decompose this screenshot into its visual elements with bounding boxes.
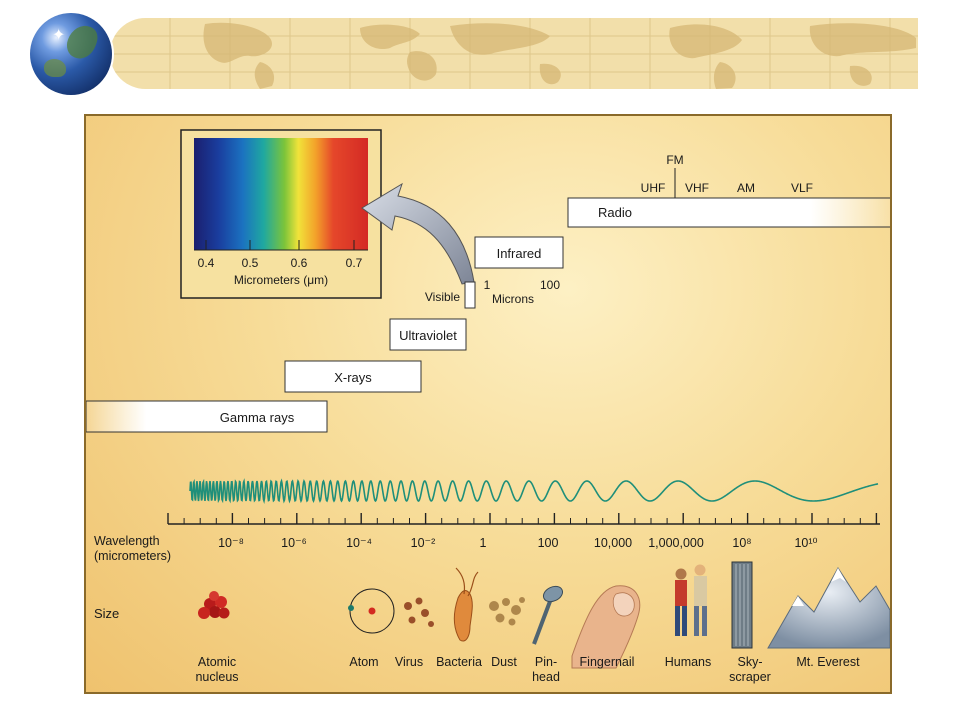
fingernail-icon (571, 585, 641, 669)
visible-spectrum-inset: 0.4 0.5 0.6 0.7 Micrometers (μm) (180, 129, 382, 299)
wavelength-tick-label: 100 (538, 536, 559, 550)
ultraviolet-label: Ultraviolet (399, 328, 457, 343)
am-label: AM (737, 181, 755, 195)
uhf-label: UHF (641, 181, 666, 195)
inset-tick-label: 0.6 (291, 256, 308, 270)
globe-logo: ✦ (30, 13, 112, 95)
microns-label: Microns (492, 292, 534, 306)
size-label-humans: Humans (665, 655, 712, 669)
spectrum-diagram: 0.4 0.5 0.6 0.7 Micrometers (μm) FM UHF … (86, 129, 890, 684)
wavelength-tick-label: 10⁸ (732, 536, 751, 550)
ultraviolet-band: Ultraviolet (389, 318, 467, 351)
microns-tick-1: 1 (484, 278, 491, 292)
visible-label: Visible (425, 290, 460, 304)
size-label-virus: Virus (395, 655, 423, 669)
inset-axis-label: Micrometers (μm) (234, 273, 328, 287)
pinhead-icon (532, 585, 564, 645)
virus-icon (404, 597, 434, 627)
size-label-atom: Atom (349, 655, 378, 669)
size-label-atomic: Atomic (198, 655, 236, 669)
radio-band: FM UHF VHF AM VLF Radio (567, 153, 890, 228)
radio-label: Radio (598, 205, 632, 220)
wavelength-tick-label: 10⁻⁴ (346, 536, 372, 550)
size-label-bacteria: Bacteria (436, 655, 482, 669)
infrared-label: Infrared (497, 246, 542, 261)
wavelength-tick-label: 10¹⁰ (794, 536, 817, 550)
atomic-nucleus-icon (198, 591, 230, 619)
microns-tick-100: 100 (540, 278, 560, 292)
size-label-mt-everest: Mt. Everest (796, 655, 860, 669)
xrays-band: X-rays (284, 360, 422, 393)
header-banner (110, 18, 918, 89)
fm-label: FM (666, 153, 683, 167)
size-label-sky: Sky- (738, 655, 763, 669)
size-label-nucleus: nucleus (195, 670, 238, 684)
gamma-rays-band: Gamma rays (86, 400, 328, 433)
humans-icon (675, 564, 707, 636)
inset-tick-label: 0.4 (198, 256, 215, 270)
world-map-pattern (110, 18, 918, 89)
wavelength-label: Wavelength (94, 534, 160, 548)
dust-icon (489, 597, 525, 626)
mt-everest-icon (767, 567, 890, 649)
atom-icon (348, 588, 395, 634)
magnify-arrow-icon (361, 182, 475, 285)
wavelength-tick-label: 10⁻⁸ (218, 536, 244, 550)
visible-band: Visible (425, 281, 476, 309)
size-label-pin: Pin- (535, 655, 557, 669)
vlf-label: VLF (791, 181, 813, 195)
wavelength-tick-label: 10⁻² (411, 536, 436, 550)
sparkle-icon: ✦ (52, 27, 66, 44)
wavelength-unit-label: (micrometers) (94, 549, 171, 563)
size-label-head: head (532, 670, 560, 684)
infrared-band: Infrared 1 100 Microns (474, 236, 564, 306)
xrays-label: X-rays (334, 370, 372, 385)
wavelength-tick-label: 1,000,000 (648, 536, 704, 550)
size-label-scraper: scraper (729, 670, 771, 684)
size-label-dust: Dust (491, 655, 517, 669)
electromagnetic-spectrum-figure: 0.4 0.5 0.6 0.7 Micrometers (μm) FM UHF … (84, 114, 892, 694)
size-label-fingernail: Fingernail (580, 655, 635, 669)
wavelength-axis (167, 513, 880, 525)
bacteria-icon (453, 567, 479, 642)
inset-tick-label: 0.7 (346, 256, 363, 270)
visible-spectrum-gradient (194, 138, 368, 250)
skyscraper-icon (731, 561, 753, 649)
wavelength-tick-label: 1 (480, 536, 487, 550)
wavelength-tick-label: 10⁻⁶ (281, 536, 307, 550)
vhf-label: VHF (685, 181, 709, 195)
wavelength-wave (189, 478, 879, 504)
inset-tick-label: 0.5 (242, 256, 259, 270)
gamma-rays-label: Gamma rays (220, 410, 295, 425)
size-label: Size (94, 606, 119, 621)
wavelength-tick-label: 10,000 (594, 536, 632, 550)
